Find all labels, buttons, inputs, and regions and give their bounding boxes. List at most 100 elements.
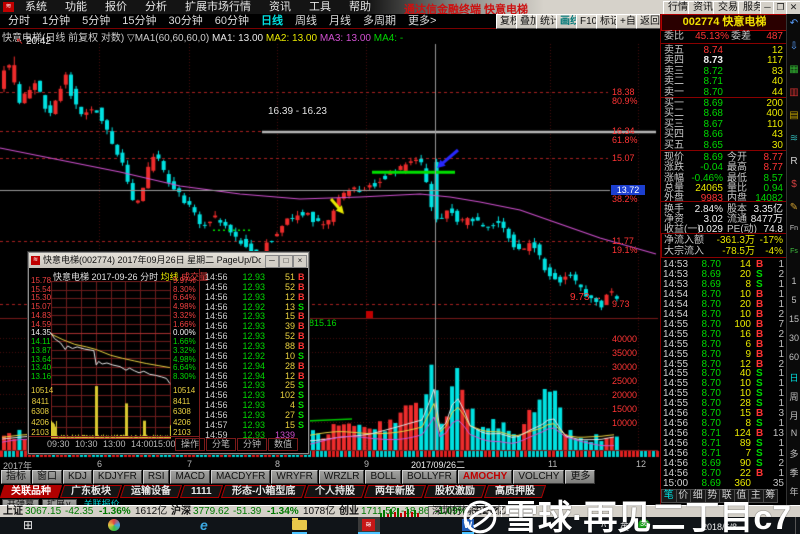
popup-title-bar[interactable]: ≋ 快意电梯(002774) 2017年09月26日 星期二 PageUp/Do… xyxy=(29,253,308,268)
ask-row-2-price[interactable]: 8.71 xyxy=(703,76,723,88)
popup-tick-row-10[interactable]: 14:56 12.94 12 B xyxy=(201,371,305,381)
tick-row-13[interactable]: 14:55 8.70 10 S 1 xyxy=(661,388,786,399)
popup-button-分钟[interactable]: 分钟 xyxy=(237,438,267,451)
bid-row-2-price[interactable]: 8.68 xyxy=(703,108,723,120)
period-tab-2[interactable]: 5分钟 xyxy=(82,15,111,27)
bar-chart-icon[interactable]: ▤ xyxy=(789,110,799,121)
indicator-tab-更多[interactable]: 更多 xyxy=(565,470,596,484)
strip-period-季[interactable]: 季 xyxy=(789,468,799,478)
edge-browser-icon[interactable]: e xyxy=(200,517,208,533)
tick-row-4[interactable]: 14:54 8.70 20 B 1 xyxy=(661,299,786,310)
panel-tab-1[interactable]: 价 xyxy=(676,489,691,503)
panel-tab-6[interactable]: 主 xyxy=(749,489,764,503)
tick-row-11[interactable]: 14:55 8.70 40 S 1 xyxy=(661,368,786,379)
menu-item-1[interactable]: 功能 xyxy=(65,1,87,13)
menu-item-2[interactable]: 报价 xyxy=(105,1,127,13)
period-tab-4[interactable]: 30分钟 xyxy=(168,15,203,27)
minute-chart-popup[interactable]: ≋ 快意电梯(002774) 2017年09月26日 星期二 PageUp/Do… xyxy=(27,251,310,455)
popup-tick-row-1[interactable]: 14:56 12.93 52 B xyxy=(201,282,305,292)
indicator-tab-wryfr[interactable]: WRYFR xyxy=(271,470,318,484)
ime-indicator[interactable]: 英 xyxy=(620,522,630,532)
popup-tick-row-5[interactable]: 14:56 12.93 39 B xyxy=(201,321,305,331)
panel-tab-4[interactable]: 联 xyxy=(720,489,735,503)
ask-row-3-price[interactable]: 8.72 xyxy=(703,65,723,77)
popup-tick-row-13[interactable]: 14:56 12.93 4 S xyxy=(201,400,305,410)
popup-tick-row-16[interactable]: 14:59 12.93 1339 xyxy=(201,430,305,440)
popup-minimize-button[interactable]: ─ xyxy=(265,255,279,268)
popup-button-分笔[interactable]: 分笔 xyxy=(206,438,236,451)
indicator-tab-macdyfr[interactable]: MACDYFR xyxy=(210,470,271,484)
bid-row-4-price[interactable]: 8.66 xyxy=(703,129,723,141)
popup-button-操作[interactable]: 操作 xyxy=(175,438,205,451)
money-icon[interactable]: $ xyxy=(791,179,797,190)
nav-back-icon[interactable]: ↶ xyxy=(789,18,799,29)
tick-row-5[interactable]: 14:54 8.70 10 B 2 xyxy=(661,309,786,320)
tick-row-1[interactable]: 14:53 8.69 20 S 2 xyxy=(661,269,786,280)
tick-row-22[interactable]: 15:00 8.69 360 35 xyxy=(661,478,786,489)
indicator-tab-volchy[interactable]: VOLCHY xyxy=(513,470,565,484)
menu-item-7[interactable]: 帮助 xyxy=(349,1,371,13)
tick-row-10[interactable]: 14:55 8.70 12 B 2 xyxy=(661,359,786,370)
tick-row-20[interactable]: 14:56 8.69 90 S 2 xyxy=(661,458,786,469)
minute-chart[interactable] xyxy=(51,281,171,439)
menu-item-6[interactable]: 工具 xyxy=(309,1,331,13)
popup-tick-row-2[interactable]: 14:56 12.93 12 B xyxy=(201,292,305,302)
wave-icon[interactable]: ≋ xyxy=(789,133,799,144)
tick-row-21[interactable]: 14:56 8.70 22 B 1 xyxy=(661,468,786,479)
menu-item-3[interactable]: 分析 xyxy=(145,1,167,13)
popup-header-seg-3[interactable]: 均线 xyxy=(160,272,182,282)
indicator-tab-窗口[interactable]: 窗口 xyxy=(32,470,62,484)
period-tab-10[interactable]: 更多> xyxy=(408,15,437,27)
panel-tab-2[interactable]: 细 xyxy=(691,489,706,503)
strip-period-周[interactable]: 周 xyxy=(789,392,799,402)
indicator-tab-macd[interactable]: MACD xyxy=(170,470,210,484)
strip-period-N[interactable]: N xyxy=(790,428,798,438)
popup-tick-row-0[interactable]: 14:56 12.93 51 B xyxy=(201,272,305,282)
strip-period-60[interactable]: 60 xyxy=(788,352,799,362)
period-tab-3[interactable]: 15分钟 xyxy=(122,15,157,27)
strip-period-15[interactable]: 15 xyxy=(788,314,799,324)
rsi-icon[interactable]: R xyxy=(790,156,798,167)
bid-row-1-price[interactable]: 8.69 xyxy=(703,98,723,109)
pinwheel-app-icon[interactable] xyxy=(108,519,120,531)
popup-tick-row-8[interactable]: 14:56 12.92 10 S xyxy=(201,351,305,361)
popup-header-seg-4[interactable]: 成交量 xyxy=(181,272,209,282)
related-quote-link[interactable]: 关联报价 xyxy=(83,499,120,509)
crosshair-date-box[interactable]: 2017/09/26二 xyxy=(410,460,466,470)
menu-item-4[interactable]: 扩展市场行情 xyxy=(185,1,251,13)
tick-row-19[interactable]: 14:56 8.71 7 S 1 xyxy=(661,448,786,459)
popup-tick-row-7[interactable]: 14:56 12.93 88 B xyxy=(201,341,305,351)
strip-period-日[interactable]: 日 xyxy=(789,373,799,383)
strip-period-多[interactable]: 多 xyxy=(789,449,799,459)
indicator-tab-kdjyfr[interactable]: KDJYFR xyxy=(92,470,142,484)
start-button[interactable]: ⊞ xyxy=(22,518,34,532)
strip-period-1[interactable]: 1 xyxy=(791,276,797,286)
kline-icon[interactable]: ▥ xyxy=(789,87,799,98)
popup-tick-row-9[interactable]: 14:56 12.94 28 B xyxy=(201,361,305,371)
indicator-tab-rsi[interactable]: RSI xyxy=(142,470,170,484)
tick-row-18[interactable]: 14:56 8.71 89 S 1 xyxy=(661,438,786,449)
menu-item-5[interactable]: 资讯 xyxy=(269,1,291,13)
tick-row-7[interactable]: 14:55 8.70 16 B 2 xyxy=(661,329,786,340)
fn-icon[interactable]: Fn xyxy=(789,225,799,232)
strip-period-5[interactable]: 5 xyxy=(791,295,797,305)
popup-tick-row-12[interactable]: 14:56 12.93 102 S xyxy=(201,390,305,400)
period-tab-9[interactable]: 多周期 xyxy=(363,15,396,27)
popup-tick-row-6[interactable]: 14:56 12.93 52 B xyxy=(201,331,305,341)
close-button[interactable]: ✕ xyxy=(786,1,800,15)
tdx-app-icon[interactable]: ≋ xyxy=(358,517,380,533)
panel-tab-7[interactable]: 筹 xyxy=(763,489,778,503)
indicator-tab-amochy[interactable]: AMOCHY xyxy=(457,470,513,484)
period-tab-7[interactable]: 周线 xyxy=(295,15,317,27)
indicator-tab-kdj[interactable]: KDJ xyxy=(63,470,92,484)
tick-row-9[interactable]: 14:55 8.70 9 B 1 xyxy=(661,349,786,360)
show-desktop-button[interactable] xyxy=(795,517,800,534)
tick-row-2[interactable]: 14:53 8.69 8 S 1 xyxy=(661,279,786,290)
panel-tab-5[interactable]: 值 xyxy=(734,489,749,503)
file-explorer-icon[interactable] xyxy=(292,518,307,530)
period-tab-5[interactable]: 60分钟 xyxy=(214,15,249,27)
tick-row-17[interactable]: 14:56 8.71 124 B 13 xyxy=(661,428,786,439)
popup-button-数值[interactable]: 数值 xyxy=(268,438,298,451)
ask-row-5-price[interactable]: 8.74 xyxy=(703,45,723,56)
edit-icon[interactable]: ✎ xyxy=(789,202,799,213)
